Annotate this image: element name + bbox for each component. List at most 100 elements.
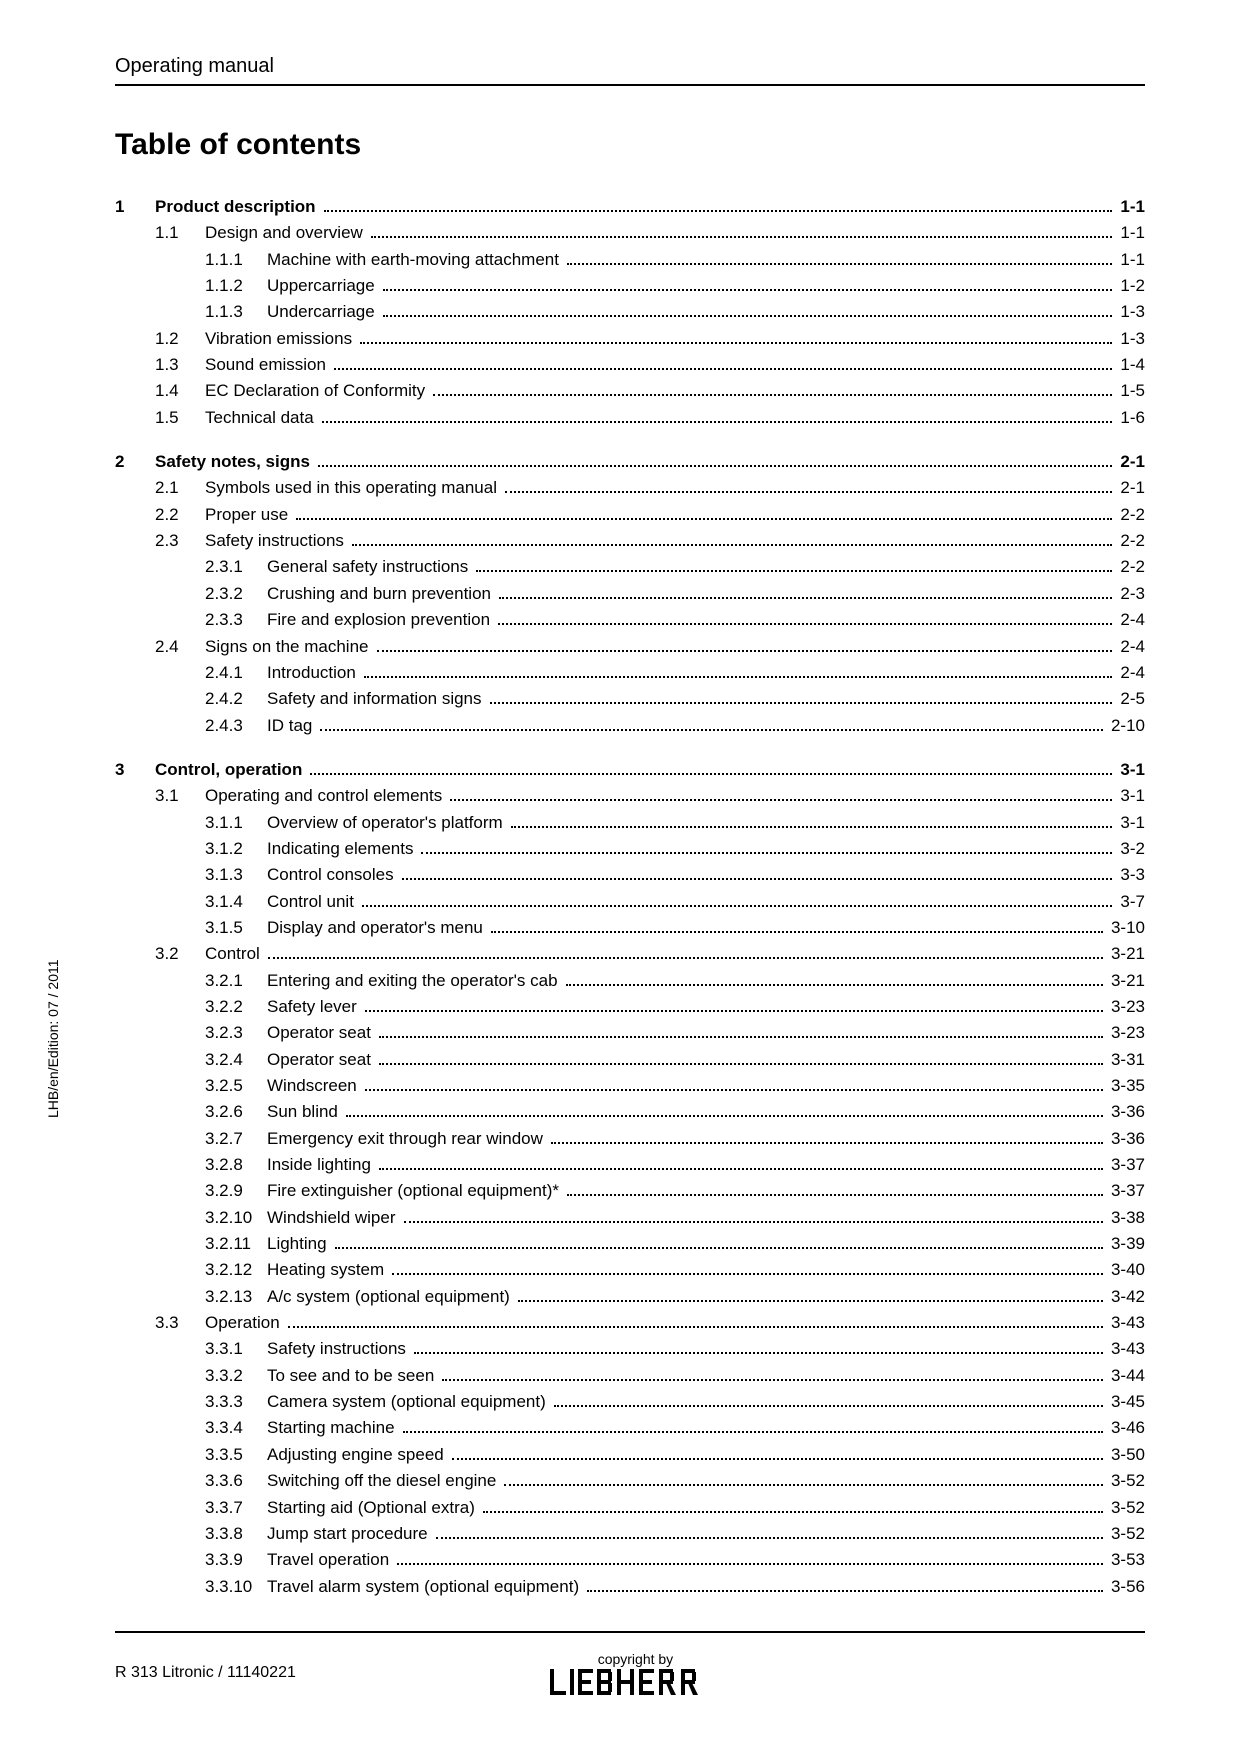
toc-entry-title: General safety instructions	[267, 554, 472, 580]
toc-entry: 3.3.3Camera system (optional equipment)3…	[115, 1389, 1145, 1415]
toc-entry-title: Inside lighting	[267, 1152, 375, 1178]
toc-entry-title: Safety notes, signs	[155, 449, 314, 475]
toc-entry-number: 2.4.3	[205, 713, 267, 739]
toc-entry-title: Operator seat	[267, 1020, 375, 1046]
toc-entry: 3.3.1Safety instructions3-43	[115, 1336, 1145, 1362]
toc-entry-number: 2	[115, 449, 155, 475]
toc-entry-number: 3.3.10	[205, 1574, 267, 1600]
toc-entry-number: 3.2.12	[205, 1257, 267, 1283]
toc-entry-page: 3-35	[1107, 1073, 1145, 1099]
toc-entry: 3.2.1Entering and exiting the operator's…	[115, 968, 1145, 994]
toc-entry-title: To see and to be seen	[267, 1363, 438, 1389]
toc-entry-page: 1-4	[1116, 352, 1145, 378]
toc-entry-page: 3-21	[1107, 941, 1145, 967]
running-header: Operating manual	[115, 55, 1145, 86]
toc-entry-page: 3-53	[1107, 1547, 1145, 1573]
toc-entry-title: Design and overview	[205, 220, 367, 246]
toc-entry-number: 3.3.5	[205, 1442, 267, 1468]
toc-entry-title: Windshield wiper	[267, 1205, 400, 1231]
toc-entry-page: 3-37	[1107, 1178, 1145, 1204]
toc-entry-page: 3-36	[1107, 1126, 1145, 1152]
toc-entry-page: 3-45	[1107, 1389, 1145, 1415]
toc-entry-page: 3-21	[1107, 968, 1145, 994]
toc-entry: 3.3.4Starting machine3-46	[115, 1415, 1145, 1441]
toc-entry-title: Proper use	[205, 502, 292, 528]
toc-entry-page: 2-10	[1107, 713, 1145, 739]
toc-entry: 3.2.8Inside lighting3-37	[115, 1152, 1145, 1178]
toc-entry-page: 3-10	[1107, 915, 1145, 941]
toc-entry-page: 3-56	[1107, 1574, 1145, 1600]
toc-entry-page: 1-1	[1116, 220, 1145, 246]
toc-entry: 2Safety notes, signs 2-1	[115, 449, 1145, 475]
toc-entry: 2.3Safety instructions2-2	[115, 528, 1145, 554]
toc-entry-title: Product description	[155, 194, 320, 220]
toc-entry-title: A/c system (optional equipment)	[267, 1284, 514, 1310]
toc-entry-title: Technical data	[205, 405, 318, 431]
toc-entry-title: Control consoles	[267, 862, 398, 888]
toc-entry-page: 1-1	[1116, 247, 1145, 273]
toc-entry: 1.1.3Undercarriage1-3	[115, 299, 1145, 325]
toc-entry-page: 3-40	[1107, 1257, 1145, 1283]
toc-entry-number: 3.1	[155, 783, 205, 809]
toc-entry-number: 3.2	[155, 941, 205, 967]
toc-entry-page: 3-31	[1107, 1047, 1145, 1073]
toc-entry-page: 2-4	[1116, 660, 1145, 686]
toc-entry-number: 1	[115, 194, 155, 220]
toc-entry: 3.3.8Jump start procedure3-52	[115, 1521, 1145, 1547]
toc-entry-page: 2-1	[1116, 475, 1145, 501]
toc-entry: 1Product description 1-1	[115, 194, 1145, 220]
toc-entry-page: 2-3	[1116, 581, 1145, 607]
toc-entry: 3.3.7Starting aid (Optional extra)3-52	[115, 1495, 1145, 1521]
toc-entry-number: 3.2.9	[205, 1178, 267, 1204]
toc-entry-title: Travel alarm system (optional equipment)	[267, 1574, 583, 1600]
toc-entry-title: Camera system (optional equipment)	[267, 1389, 550, 1415]
toc-entry: 3.1.1Overview of operator's platform3-1	[115, 810, 1145, 836]
toc-entry-number: 3.2.10	[205, 1205, 267, 1231]
toc-entry-page: 3-38	[1107, 1205, 1145, 1231]
toc-entry-title: Adjusting engine speed	[267, 1442, 448, 1468]
toc-entry-page: 2-1	[1116, 449, 1145, 475]
toc-entry: 3.1Operating and control elements3-1	[115, 783, 1145, 809]
toc-entry-title: Fire and explosion prevention	[267, 607, 494, 633]
toc-entry-page: 1-1	[1116, 194, 1145, 220]
toc-entry-page: 2-5	[1116, 686, 1145, 712]
toc-entry-title: Control, operation	[155, 757, 306, 783]
toc-entry-page: 3-46	[1107, 1415, 1145, 1441]
toc-entry-page: 1-6	[1116, 405, 1145, 431]
toc-entry-number: 2.1	[155, 475, 205, 501]
toc-entry: 3.1.4Control unit3-7	[115, 889, 1145, 915]
toc-entry-number: 1.4	[155, 378, 205, 404]
toc-entry-number: 3.2.2	[205, 994, 267, 1020]
toc-entry-page: 3-3	[1116, 862, 1145, 888]
toc-entry: 2.4.3ID tag2-10	[115, 713, 1145, 739]
toc-entry: 3.1.3Control consoles3-3	[115, 862, 1145, 888]
toc-entry: 2.4Signs on the machine2-4	[115, 634, 1145, 660]
toc-entry-number: 3.3.8	[205, 1521, 267, 1547]
toc-entry: 2.4.1Introduction2-4	[115, 660, 1145, 686]
toc-entry-page: 3-1	[1116, 783, 1145, 809]
toc-entry-number: 3.2.1	[205, 968, 267, 994]
toc-entry-title: Display and operator's menu	[267, 915, 487, 941]
toc-entry-title: Undercarriage	[267, 299, 379, 325]
toc-entry: 3.2.2Safety lever3-23	[115, 994, 1145, 1020]
toc-entry-page: 3-43	[1107, 1310, 1145, 1336]
toc-entry-title: Vibration emissions	[205, 326, 356, 352]
toc-entry-number: 2.3.1	[205, 554, 267, 580]
toc-entry-page: 1-3	[1116, 326, 1145, 352]
toc-entry: 3.2.6Sun blind3-36	[115, 1099, 1145, 1125]
toc-entry-number: 3.3.6	[205, 1468, 267, 1494]
edition-side-text: LHB/en/Edition: 07 / 2011	[45, 959, 61, 1118]
toc-entry-page: 3-1	[1116, 810, 1145, 836]
toc-entry-page: 3-52	[1107, 1495, 1145, 1521]
toc-entry-title: Introduction	[267, 660, 360, 686]
toc-entry: 2.3.2Crushing and burn prevention2-3	[115, 581, 1145, 607]
toc-entry-number: 1.1.3	[205, 299, 267, 325]
toc-entry-number: 1.1.1	[205, 247, 267, 273]
toc-entry-number: 1.3	[155, 352, 205, 378]
toc-entry-page: 2-2	[1116, 502, 1145, 528]
toc-entry-page: 3-42	[1107, 1284, 1145, 1310]
toc-entry-title: Safety lever	[267, 994, 361, 1020]
toc-entry-title: Starting aid (Optional extra)	[267, 1495, 479, 1521]
toc-entry-number: 3.2.13	[205, 1284, 267, 1310]
toc-entry-number: 3.1.5	[205, 915, 267, 941]
